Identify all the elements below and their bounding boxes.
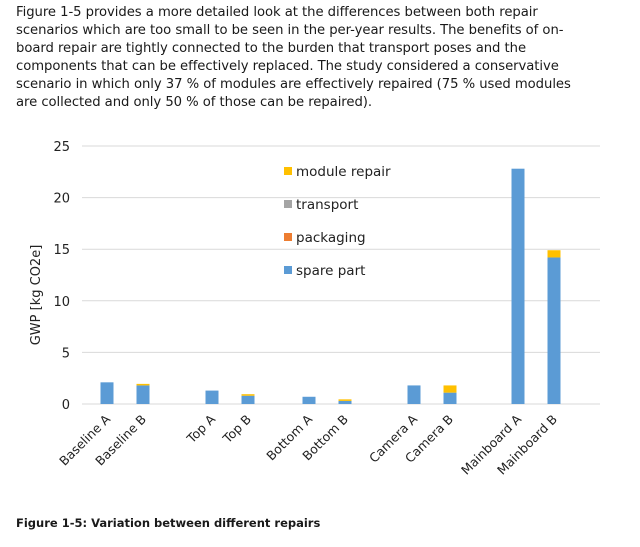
bar-segment <box>338 399 352 401</box>
legend-swatch <box>284 266 292 274</box>
paragraph-line: scenarios which are too small to be seen… <box>16 23 564 38</box>
paragraph-line: Figure 1-5 provides a more detailed look… <box>16 5 538 20</box>
legend-swatch <box>284 200 292 208</box>
bar-segment <box>205 390 219 404</box>
body-paragraph: Figure 1-5 provides a more detailed look… <box>16 4 628 112</box>
legend-swatch <box>284 233 292 241</box>
y-tick-label: 25 <box>53 140 70 155</box>
bar-segment <box>547 250 561 258</box>
bar-segment <box>136 385 150 404</box>
bar-segment <box>100 382 114 404</box>
bar-segment <box>338 400 352 404</box>
paragraph-line: components that can be effectively repla… <box>16 59 559 74</box>
y-tick-label: 15 <box>53 243 70 258</box>
bar-segment <box>511 168 525 404</box>
bar-segment <box>547 257 561 404</box>
bar-segment <box>136 383 150 386</box>
y-tick-label: 0 <box>62 398 70 413</box>
legend-label: packaging <box>296 230 366 246</box>
figure-caption: Figure 1-5: Variation between different … <box>16 516 321 530</box>
bar-segment <box>241 395 255 404</box>
y-tick-label: 20 <box>53 192 70 207</box>
legend-label: transport <box>296 197 358 213</box>
y-axis-title: GWP [kg CO2e] <box>29 245 44 346</box>
legend-label: module repair <box>296 164 391 180</box>
bar-segment <box>302 396 316 404</box>
bar-segment <box>407 385 421 404</box>
bar-segment <box>443 392 457 404</box>
y-tick-label: 5 <box>62 346 70 361</box>
x-tick-label: Top B <box>219 412 254 447</box>
paragraph-line: are collected and only 50 % of those can… <box>16 95 373 110</box>
legend-swatch <box>284 167 292 175</box>
y-tick-label: 10 <box>53 295 70 310</box>
chart-container: 0 5 10 15 20 25 GWP [kg CO2e] Baseline A Baselin… <box>0 132 640 512</box>
x-tick-label: Top A <box>183 411 218 446</box>
bar-segment <box>241 394 255 396</box>
paragraph-line: scenario in which only 37 % of modules a… <box>16 77 571 92</box>
paragraph-line: board repair are tightly connected to th… <box>16 41 527 56</box>
legend-label: spare part <box>296 263 365 279</box>
bar-segment <box>443 385 457 393</box>
